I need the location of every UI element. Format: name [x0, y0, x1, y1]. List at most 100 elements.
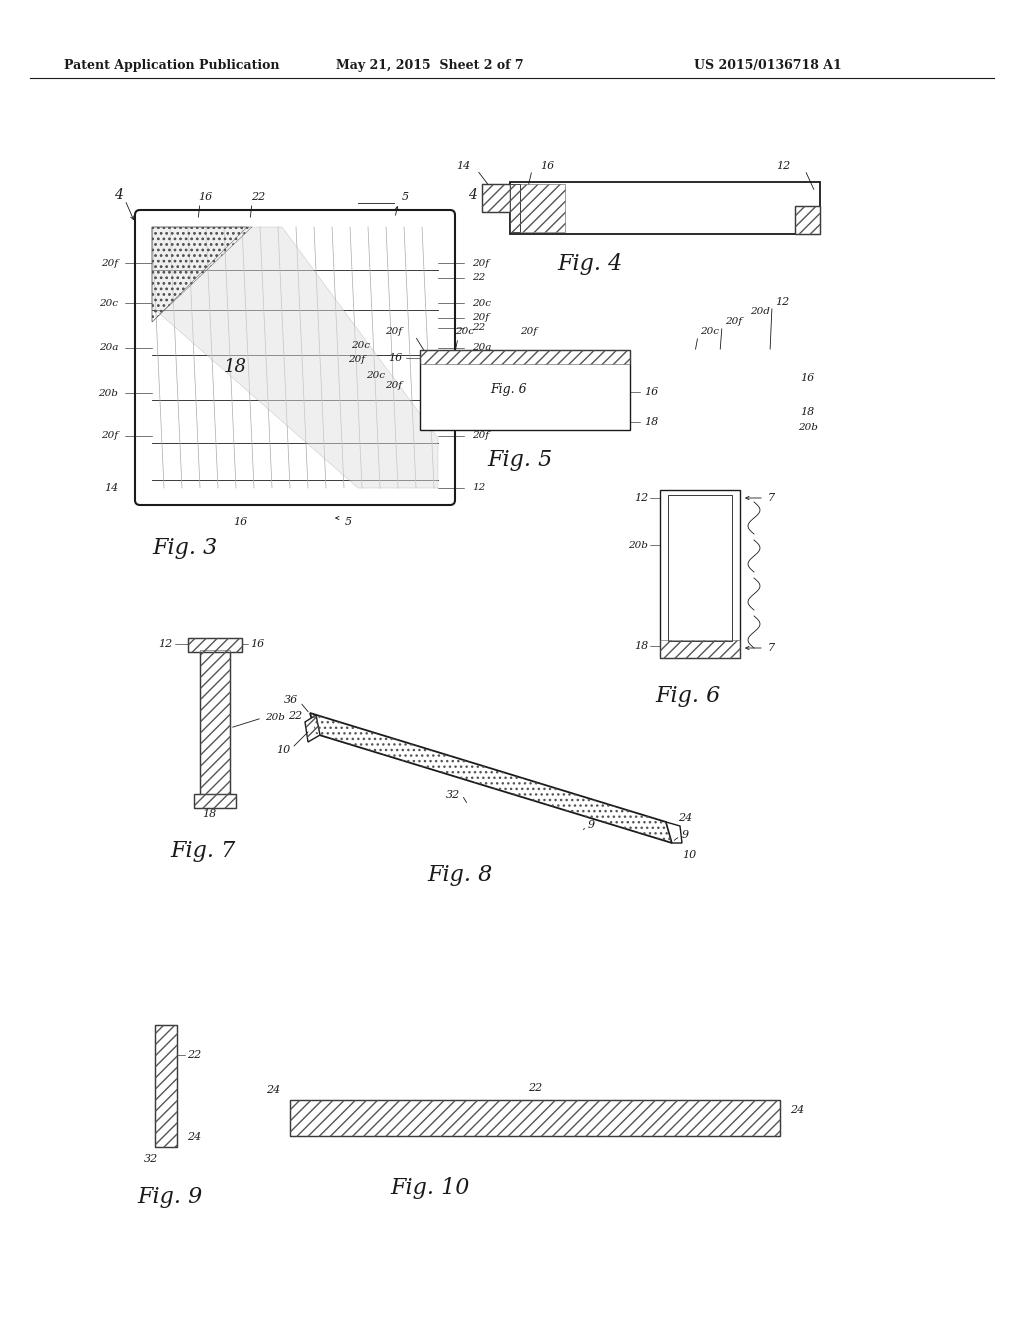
Bar: [510, 183, 520, 232]
Text: 22: 22: [251, 191, 265, 202]
Bar: [290, 1100, 780, 1137]
Text: 20c: 20c: [472, 298, 490, 308]
Text: US 2015/0136718 A1: US 2015/0136718 A1: [694, 58, 842, 71]
Text: 20f: 20f: [385, 381, 402, 391]
Bar: [200, 649, 230, 795]
Text: 22: 22: [288, 711, 302, 721]
Bar: [155, 1026, 177, 1147]
Text: 20b: 20b: [98, 388, 118, 397]
Text: 20c: 20c: [351, 341, 370, 350]
Text: 4: 4: [114, 187, 123, 202]
Text: Fig. 4: Fig. 4: [557, 253, 623, 275]
Text: 5: 5: [402, 191, 410, 202]
Text: 20f: 20f: [101, 259, 118, 268]
Text: 12: 12: [775, 297, 790, 308]
Text: 9: 9: [588, 820, 595, 830]
Text: 12: 12: [158, 639, 172, 649]
Text: 20f: 20f: [385, 327, 402, 337]
Text: 7: 7: [768, 643, 775, 653]
Text: 20f: 20f: [101, 432, 118, 441]
Text: 32: 32: [143, 1154, 158, 1164]
Text: 20f: 20f: [348, 355, 365, 364]
Text: Fig. 5: Fig. 5: [487, 449, 553, 471]
Bar: [420, 350, 630, 364]
Text: 4: 4: [468, 187, 476, 202]
Text: 20c: 20c: [455, 327, 474, 337]
Text: Fig. 3: Fig. 3: [153, 537, 218, 558]
Text: 16: 16: [800, 374, 814, 383]
Text: 5: 5: [345, 517, 352, 527]
Polygon shape: [152, 227, 438, 488]
Text: Fig. 7: Fig. 7: [170, 840, 236, 862]
Text: 20f: 20f: [725, 318, 742, 326]
Text: 9: 9: [682, 830, 689, 840]
Text: 14: 14: [456, 161, 470, 172]
Bar: [668, 495, 732, 642]
Text: 20b: 20b: [472, 388, 492, 397]
Text: 24: 24: [790, 1105, 804, 1115]
Text: 14: 14: [103, 483, 118, 492]
Text: 24: 24: [266, 1085, 280, 1096]
Bar: [155, 1026, 177, 1147]
Text: 20a: 20a: [98, 343, 118, 352]
Text: 16: 16: [388, 352, 402, 363]
Text: Fig. 10: Fig. 10: [390, 1177, 470, 1199]
Text: 18: 18: [634, 642, 648, 651]
Polygon shape: [310, 713, 672, 843]
Text: Patent Application Publication: Patent Application Publication: [65, 58, 280, 71]
Text: 10: 10: [275, 744, 290, 755]
Text: 7: 7: [768, 492, 775, 503]
Text: 32: 32: [445, 789, 460, 800]
Bar: [510, 182, 820, 234]
Bar: [482, 183, 510, 213]
Text: 20a: 20a: [472, 343, 492, 352]
Bar: [200, 649, 230, 807]
Text: 36: 36: [284, 696, 298, 705]
Text: 16: 16: [644, 387, 658, 397]
Text: 12: 12: [472, 483, 485, 492]
Bar: [194, 795, 236, 808]
Polygon shape: [666, 822, 682, 843]
Text: Fig. 8: Fig. 8: [427, 865, 493, 886]
Bar: [795, 206, 820, 234]
Text: 20f: 20f: [472, 259, 489, 268]
Text: 10: 10: [682, 850, 696, 861]
FancyBboxPatch shape: [135, 210, 455, 506]
Bar: [420, 350, 630, 430]
Text: 22: 22: [187, 1049, 202, 1060]
Text: 18: 18: [202, 809, 216, 818]
Text: 22: 22: [528, 1082, 542, 1093]
Text: 16: 16: [232, 517, 247, 527]
Text: 18: 18: [800, 407, 814, 417]
Text: 16: 16: [198, 191, 212, 202]
Text: 18: 18: [644, 417, 658, 426]
Bar: [482, 183, 510, 213]
Bar: [188, 638, 242, 652]
Polygon shape: [305, 715, 319, 742]
Text: 20f: 20f: [472, 432, 489, 441]
Text: 20c: 20c: [99, 298, 118, 308]
Text: 24: 24: [187, 1133, 202, 1142]
Text: 20f: 20f: [472, 314, 489, 322]
Bar: [188, 638, 242, 652]
Text: 20b: 20b: [628, 540, 648, 549]
Bar: [290, 1100, 780, 1137]
Text: 20f: 20f: [520, 327, 538, 337]
Text: 16: 16: [540, 161, 554, 172]
Text: 22: 22: [472, 323, 485, 333]
Text: 20c: 20c: [366, 371, 385, 380]
Text: 16: 16: [250, 639, 264, 649]
Bar: [795, 206, 820, 234]
Text: 18: 18: [223, 358, 247, 376]
Bar: [660, 640, 740, 657]
Text: 20b: 20b: [798, 424, 818, 433]
Text: 20c: 20c: [700, 327, 719, 337]
Text: Fig. 9: Fig. 9: [137, 1185, 203, 1208]
Bar: [194, 795, 236, 808]
Text: 12: 12: [634, 492, 648, 503]
Text: May 21, 2015  Sheet 2 of 7: May 21, 2015 Sheet 2 of 7: [336, 58, 524, 71]
Text: Fig. 6: Fig. 6: [655, 685, 720, 708]
Text: 24: 24: [678, 813, 692, 822]
Text: 20d: 20d: [750, 308, 770, 317]
Bar: [660, 490, 740, 657]
